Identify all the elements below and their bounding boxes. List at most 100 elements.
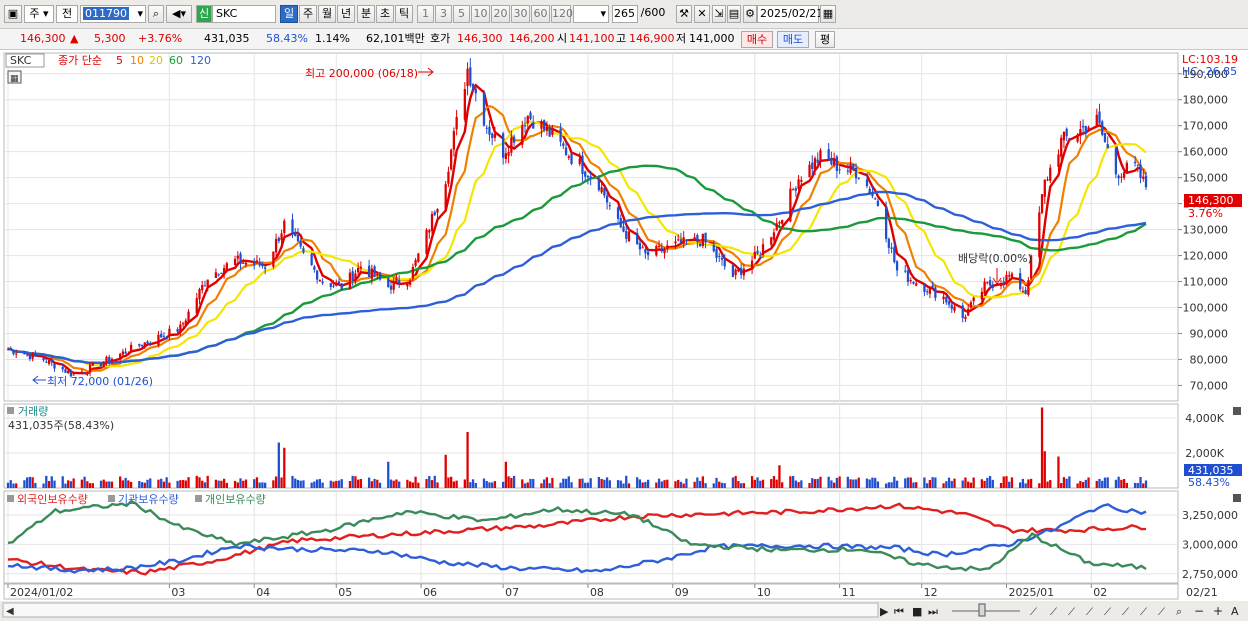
calendar-icon[interactable]: ▦ <box>820 5 836 23</box>
candle-body <box>923 284 926 292</box>
chevron-down-icon[interactable]: ▾ <box>600 7 606 20</box>
mode-select-1[interactable]: 주 ▾ <box>24 5 54 23</box>
holdings-panel-close-icon[interactable] <box>1233 494 1241 502</box>
period-tab-month[interactable]: 월 <box>318 5 336 23</box>
price-panel[interactable] <box>3 52 1179 402</box>
candle-body <box>1144 175 1148 188</box>
holdings-line-1 <box>7 503 1147 574</box>
volume-bar <box>953 478 956 488</box>
scrollbar-track[interactable] <box>2 602 879 618</box>
stop-icon[interactable]: ■ <box>912 605 922 618</box>
interval-30[interactable]: 30 <box>511 5 530 23</box>
draw-cycle-icon[interactable]: ⟋ <box>1158 607 1165 618</box>
candle-body <box>149 343 152 345</box>
gear-icon[interactable]: ⚙ <box>743 5 757 23</box>
candle-body <box>986 282 989 284</box>
speaker-icon[interactable]: ◀▾ <box>166 5 192 23</box>
candle-body <box>1065 128 1068 137</box>
interval-20[interactable]: 20 <box>491 5 510 23</box>
mode-select-2[interactable]: 전 <box>56 5 78 23</box>
scroll-right-icon[interactable]: ▶ <box>880 605 889 618</box>
interval-5[interactable]: 5 <box>453 5 470 23</box>
candle-body <box>800 180 803 182</box>
period-tab-year[interactable]: 년 <box>337 5 355 23</box>
current-price-badge <box>1184 194 1242 207</box>
candle-body <box>945 296 948 303</box>
tools-icon[interactable]: ⚒ <box>676 5 692 23</box>
candle-body <box>584 171 587 177</box>
holdings-panel[interactable] <box>3 490 1179 584</box>
price-tick-label: 110,000 <box>1183 276 1229 289</box>
volume-bar <box>261 482 264 488</box>
zoom-out-button[interactable]: − <box>1194 604 1204 618</box>
volume-bar <box>1027 479 1030 488</box>
search-icon[interactable]: ⌕ <box>148 5 164 23</box>
candle-body <box>830 158 833 165</box>
interval-custom-select[interactable]: ▾ <box>573 5 609 23</box>
high-arrow-icon <box>418 67 434 77</box>
period-tab-week[interactable]: 주 <box>299 5 317 23</box>
draw-trend-icon[interactable]: ⟋ <box>1086 607 1093 618</box>
period-tab-tick[interactable]: 틱 <box>395 5 413 23</box>
draw-pitch-icon[interactable]: ⟋ <box>1140 607 1147 618</box>
save-icon[interactable]: ▤ <box>727 5 741 23</box>
mode-1-label: 주 <box>29 7 40 20</box>
zoom-slider-handle[interactable] <box>978 603 986 617</box>
volume-panel[interactable] <box>3 403 1179 489</box>
calculator-icon[interactable] <box>7 70 22 84</box>
volume-bar <box>646 479 650 488</box>
interval-10[interactable]: 10 <box>471 5 490 23</box>
resize-icon[interactable]: ⇲ <box>712 5 726 23</box>
volume-bar <box>222 478 226 488</box>
chart-canvas[interactable]: 190,000180,000170,000160,000150,000140,0… <box>0 50 1248 621</box>
volume-bar <box>876 481 880 488</box>
volume-panel-close-icon[interactable] <box>1233 407 1241 415</box>
zoom-icon[interactable]: ⌕ <box>1176 605 1182 618</box>
sell-button[interactable]: 매도 <box>777 31 809 48</box>
auto-scale-button[interactable]: A <box>1231 605 1239 618</box>
zoom-in-button[interactable]: + <box>1213 604 1223 618</box>
volume-bar <box>523 483 527 488</box>
draw-channel-icon[interactable]: ⟋ <box>1122 607 1129 618</box>
rewind-icon[interactable]: ⏮ <box>894 605 904 618</box>
volume-bar <box>9 480 12 488</box>
period-tab-second[interactable]: 초 <box>376 5 394 23</box>
date-input[interactable]: 2025/02/21 <box>757 5 823 23</box>
volume-bar <box>28 476 32 488</box>
interval-120[interactable]: 120 <box>551 5 573 23</box>
stock-name-field[interactable]: SKC <box>212 5 276 23</box>
volume-bar <box>625 475 628 488</box>
volume-bar <box>253 479 256 488</box>
volume-bar <box>548 483 551 488</box>
eval-button[interactable]: 평 <box>815 31 835 48</box>
interval-60[interactable]: 60 <box>531 5 550 23</box>
period-tab-day[interactable]: 일 <box>280 5 298 23</box>
candle-body <box>31 353 34 359</box>
volume-bar <box>1049 480 1052 488</box>
stock-code-input[interactable]: 011790 ▾ <box>80 5 146 23</box>
draw-line-icon[interactable]: ⟋ <box>1050 607 1057 618</box>
candle-body <box>1046 179 1049 181</box>
volume-tick-label: 2,000K <box>1185 447 1224 460</box>
interval-1[interactable]: 1 <box>417 5 434 23</box>
volume-bar <box>283 447 286 488</box>
volume-bar <box>794 480 797 488</box>
crosshair-icon[interactable]: ✕ <box>694 5 710 23</box>
buy-button[interactable]: 매수 <box>741 31 773 48</box>
period-tab-minute[interactable]: 분 <box>357 5 375 23</box>
volume-bar <box>67 480 70 488</box>
interval-3[interactable]: 3 <box>435 5 452 23</box>
scroll-arrow-icon[interactable]: ⟋ <box>1030 607 1037 618</box>
chevron-down-icon[interactable]: ▾ <box>137 7 143 20</box>
candle-body <box>296 234 300 242</box>
fast-forward-icon[interactable]: ⏭ <box>928 605 938 618</box>
draw-ray-icon[interactable]: ⟋ <box>1068 607 1075 618</box>
volume-bar <box>143 482 146 488</box>
candle-body <box>321 281 324 284</box>
draw-fib-icon[interactable]: ⟋ <box>1104 607 1111 618</box>
candle-body <box>540 121 543 129</box>
range-input[interactable]: 265 <box>612 5 638 23</box>
volume-bar <box>217 480 220 488</box>
window-icon[interactable]: ▣ <box>4 5 22 23</box>
scroll-left-icon[interactable]: ◀ <box>6 606 14 617</box>
